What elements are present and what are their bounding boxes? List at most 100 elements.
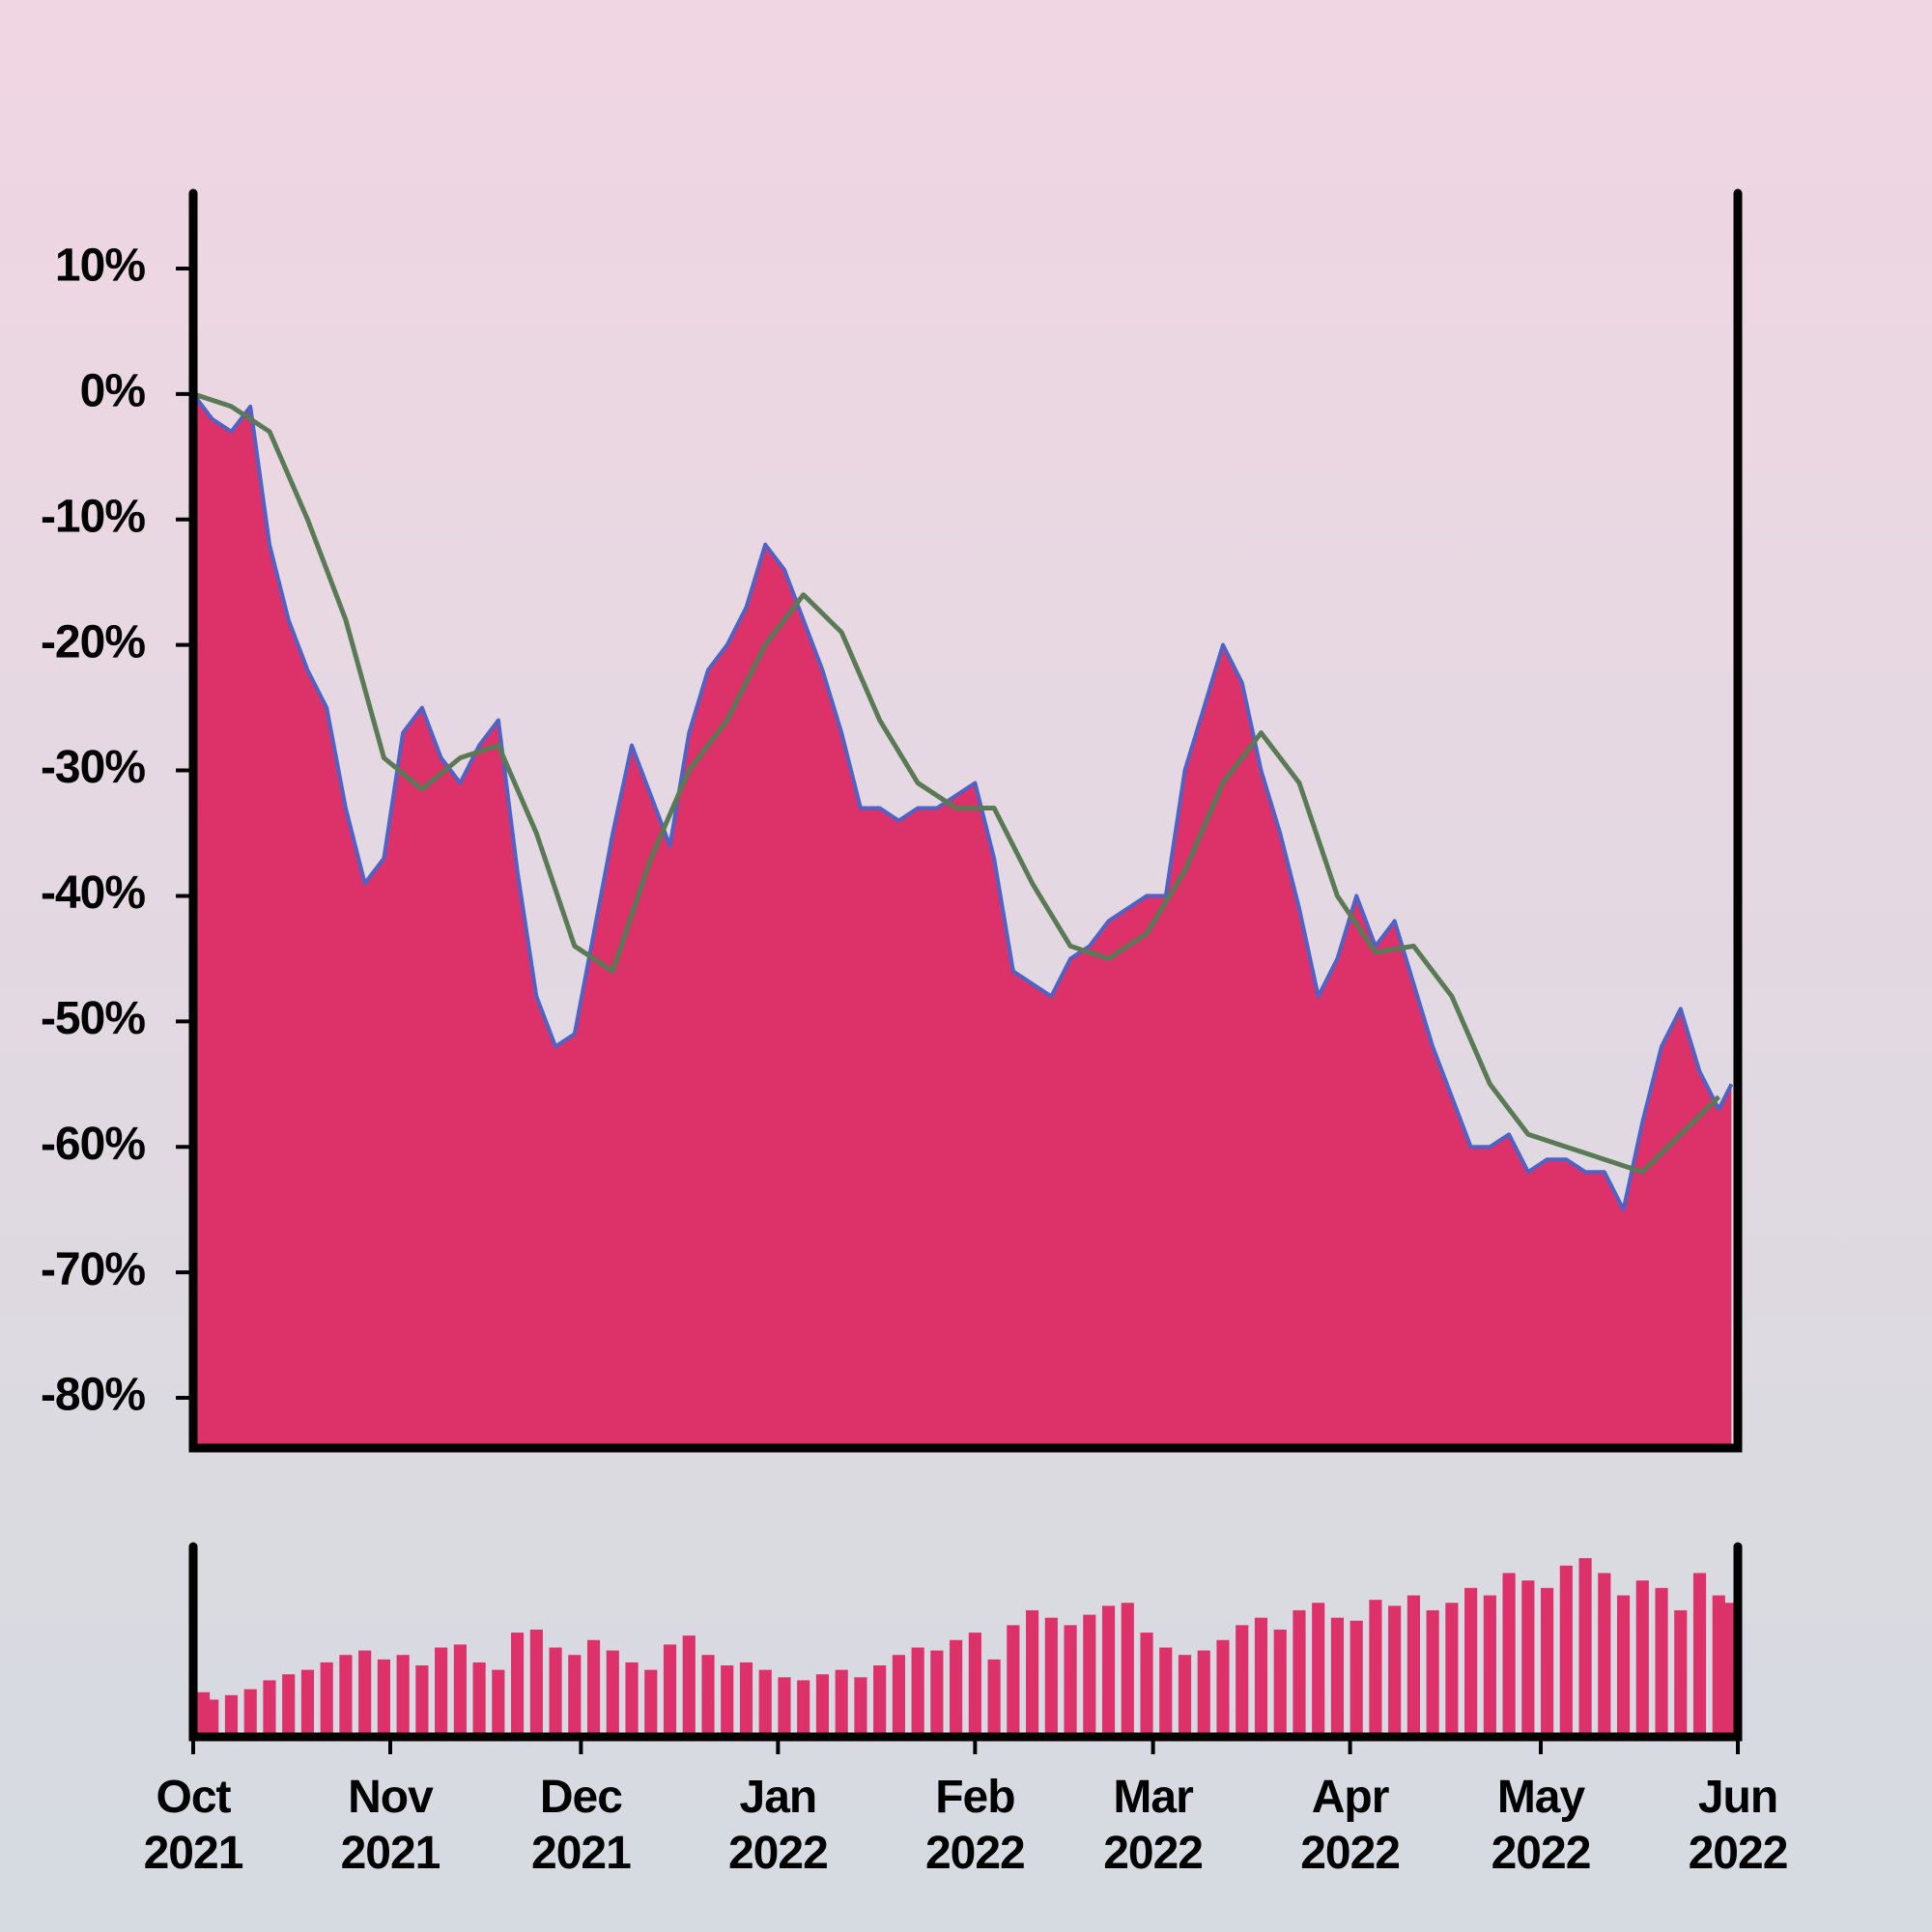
volume-bar xyxy=(300,1669,315,1737)
volume-bar xyxy=(415,1665,429,1737)
volume-bar xyxy=(606,1650,619,1737)
volume-bar xyxy=(396,1655,410,1737)
volume-bar xyxy=(224,1694,239,1737)
volume-bar xyxy=(1541,1587,1554,1737)
volume-bar xyxy=(1044,1617,1058,1737)
volume-bar xyxy=(472,1662,486,1737)
x-tick-label: Nov 2021 xyxy=(340,1772,441,1879)
volume-bar xyxy=(453,1644,467,1737)
y-tick-label: -70% xyxy=(41,1244,145,1295)
volume-bar xyxy=(721,1665,734,1737)
y-tick-label: -30% xyxy=(41,742,145,793)
volume-bar xyxy=(1140,1633,1153,1737)
volume-bar xyxy=(1483,1595,1496,1737)
volume-bar xyxy=(930,1650,944,1737)
y-tick-label: 0% xyxy=(80,366,146,417)
volume-bar xyxy=(339,1655,353,1737)
volume-bar xyxy=(625,1662,639,1737)
y-tick-label: -40% xyxy=(41,867,145,919)
y-tick-label: -20% xyxy=(41,616,145,668)
x-tick-label: May 2022 xyxy=(1491,1772,1592,1879)
y-tick-label: -10% xyxy=(41,491,145,542)
volume-bar xyxy=(797,1680,810,1737)
volume-bar xyxy=(206,1699,219,1737)
volume-bar xyxy=(263,1680,276,1737)
volume-bar xyxy=(1312,1603,1325,1737)
y-tick-label: -60% xyxy=(41,1119,145,1170)
volume-bar xyxy=(549,1647,562,1737)
volume-bar xyxy=(854,1677,867,1737)
volume-bar xyxy=(1635,1580,1649,1737)
volume-bar xyxy=(511,1633,525,1737)
volume-bar xyxy=(1406,1595,1420,1737)
volume-bar xyxy=(1692,1573,1707,1737)
x-tick-label: Jan 2022 xyxy=(727,1772,829,1879)
x-tick-label: Feb 2022 xyxy=(924,1772,1026,1879)
y-tick-label: -50% xyxy=(41,993,145,1044)
volume-bar xyxy=(873,1665,887,1737)
volume-bar xyxy=(1159,1647,1173,1737)
volume-bar xyxy=(644,1669,658,1737)
volume-bar xyxy=(1273,1630,1287,1737)
area xyxy=(193,393,1732,1448)
x-tick-label: Apr 2022 xyxy=(1300,1772,1401,1879)
moving-average-line xyxy=(192,391,1721,1175)
volume-bar xyxy=(435,1647,448,1737)
volume-bar xyxy=(1426,1609,1439,1737)
volume-bar xyxy=(1350,1620,1363,1737)
y-tick-label: 10% xyxy=(55,241,145,292)
volume-bar xyxy=(586,1639,601,1737)
volume-bar xyxy=(1369,1600,1382,1737)
volume-bar xyxy=(778,1677,791,1737)
volume-bar xyxy=(911,1647,924,1737)
volume-bar xyxy=(1388,1605,1402,1737)
volume-bar xyxy=(758,1669,772,1737)
volume-bar xyxy=(950,1639,963,1737)
volume-bar xyxy=(529,1630,543,1737)
volume-bar xyxy=(1083,1614,1096,1737)
volume-bar xyxy=(1121,1603,1134,1737)
x-tick-label: Dec 2021 xyxy=(531,1772,632,1879)
volume-bar xyxy=(663,1644,677,1737)
volume-bar xyxy=(377,1659,390,1737)
volume-bar xyxy=(1598,1573,1611,1737)
x-tick-label: Jun 2022 xyxy=(1688,1772,1789,1879)
x-tick-label: Mar 2022 xyxy=(1103,1772,1204,1879)
volume-bar xyxy=(815,1674,830,1737)
axis-frame xyxy=(188,1542,1743,1742)
volume-bar xyxy=(835,1669,848,1737)
volume-bar xyxy=(1674,1609,1688,1737)
volume-bar xyxy=(1197,1650,1210,1737)
volume-bar xyxy=(682,1635,696,1737)
volume-bar xyxy=(568,1655,582,1737)
volume-bar xyxy=(701,1655,715,1737)
volume-bar xyxy=(1007,1625,1020,1737)
volume-bar xyxy=(1445,1603,1459,1737)
volume-bar xyxy=(358,1650,372,1737)
y-tick-label: -80% xyxy=(41,1370,145,1421)
volume-bar xyxy=(739,1662,753,1737)
volume-bar xyxy=(1655,1587,1668,1737)
price-line xyxy=(191,392,1734,1212)
volume-bar xyxy=(1178,1655,1192,1737)
volume-bar xyxy=(1254,1617,1268,1737)
volume-bar xyxy=(1720,1603,1734,1737)
volume-bar xyxy=(1330,1617,1345,1737)
volume-bar xyxy=(1464,1587,1478,1737)
volume-bar xyxy=(1026,1609,1039,1737)
volume-bar xyxy=(1236,1625,1249,1737)
volume-bar xyxy=(1616,1595,1631,1737)
x-tick-label: Oct 2021 xyxy=(143,1772,244,1879)
volume-bar xyxy=(987,1659,1001,1737)
volume-bar xyxy=(243,1689,257,1737)
volume-bar xyxy=(1064,1625,1077,1737)
volume-bar xyxy=(1101,1605,1116,1737)
volume-bar xyxy=(1521,1580,1535,1737)
volume-bar xyxy=(282,1674,296,1737)
volume-bar xyxy=(1293,1609,1306,1737)
volume-bar xyxy=(320,1662,333,1737)
volume-bar xyxy=(892,1655,905,1737)
axis-frame xyxy=(188,188,1743,1453)
